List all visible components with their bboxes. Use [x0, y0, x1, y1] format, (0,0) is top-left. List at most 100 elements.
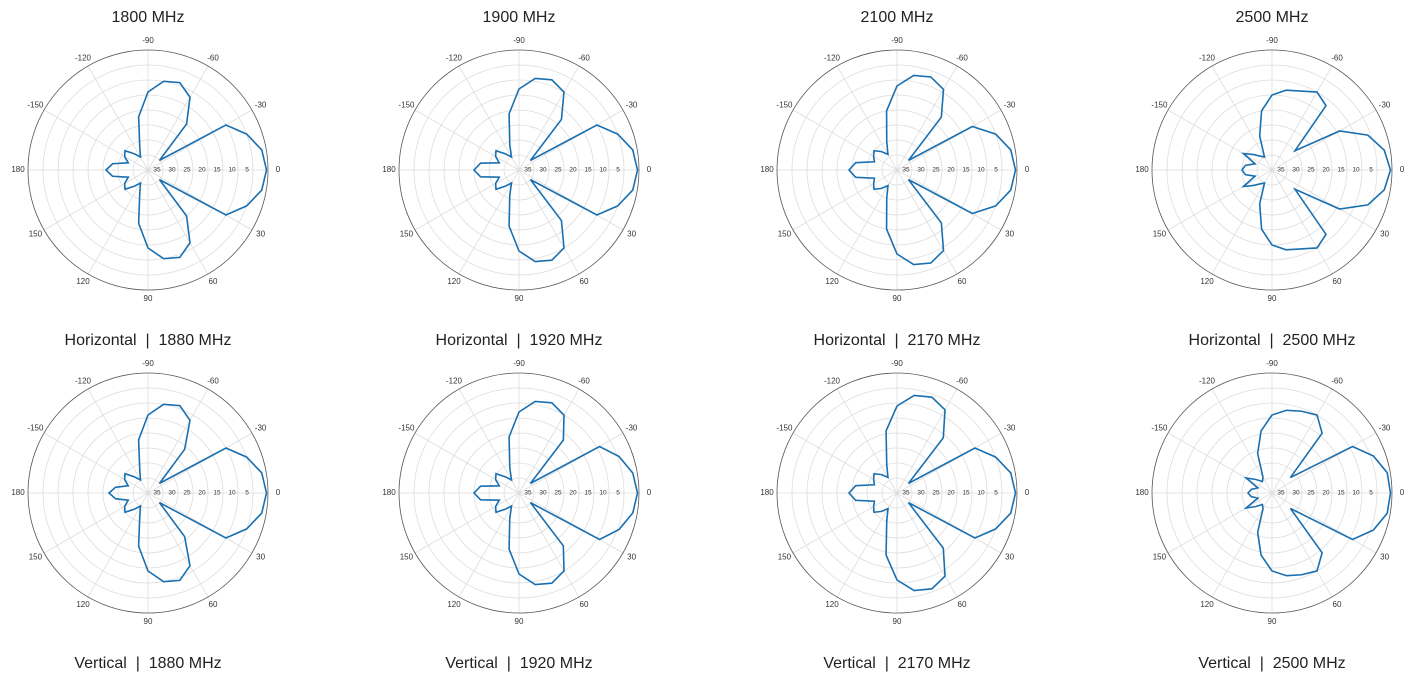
theta-tick-label: -60	[956, 53, 968, 62]
ring	[806, 79, 988, 261]
theta-tick-label: 30	[1005, 230, 1014, 239]
r-tick-label: 20	[198, 490, 206, 497]
theta-tick-label: 150	[1153, 230, 1167, 239]
ring	[117, 139, 179, 201]
r-tick-label: 15	[962, 490, 970, 497]
theta-tick-label: 120	[76, 277, 90, 286]
theta-tick-label: 0	[276, 488, 281, 497]
outer-ring	[1151, 49, 1393, 291]
chart-caption: Vertical | 1920 MHz	[445, 655, 592, 672]
column-header: 2500 MHz	[1236, 9, 1309, 26]
ring	[413, 64, 625, 276]
ring	[881, 477, 913, 509]
ring	[1166, 64, 1378, 276]
theta-tick-label: -60	[956, 376, 968, 385]
ring	[806, 402, 988, 584]
ring	[1211, 432, 1333, 554]
r-tick-label: 35	[902, 167, 910, 174]
theta-tick-label: 30	[1380, 230, 1389, 239]
ring	[1226, 124, 1318, 216]
r-tick-label: 20	[198, 167, 206, 174]
theta-tick-label: 120	[76, 600, 90, 609]
r-tick-label: 30	[917, 490, 925, 497]
outer-ring	[776, 49, 1018, 291]
theta-tick-label: 0	[1025, 488, 1030, 497]
theta-tick-label: -90	[513, 359, 525, 368]
theta-tick-label: 0	[1400, 488, 1405, 497]
theta-tick-label: -150	[776, 424, 793, 433]
r-tick-label: 10	[1352, 167, 1360, 174]
ring	[72, 94, 224, 246]
theta-tick-label: -150	[398, 424, 415, 433]
theta-tick-label: 120	[447, 600, 461, 609]
pattern-line	[104, 80, 268, 260]
theta-tick-label: -90	[142, 359, 154, 368]
r-tick-label: 5	[1369, 167, 1373, 174]
ring	[1256, 154, 1288, 186]
r-tick-label: 20	[1322, 490, 1330, 497]
r-tick-label: 35	[153, 490, 161, 497]
ring	[413, 387, 625, 599]
theta-tick-label: 150	[778, 553, 792, 562]
chart-caption: Horizontal | 2500 MHz	[1189, 332, 1356, 349]
theta-tick-label: 180	[760, 165, 774, 174]
ring	[791, 64, 1003, 276]
theta-tick-label: 180	[1135, 165, 1149, 174]
polar-chart: -150 -120 -90 -60 -30 0 30 60 90 120 150 180 35 30 25 2…	[760, 359, 1029, 626]
theta-tick-label: -120	[824, 53, 841, 62]
ring	[132, 477, 164, 509]
theta-tick-label: 60	[580, 600, 589, 609]
r-tick-label: 35	[1277, 167, 1285, 174]
theta-tick-label: 150	[778, 230, 792, 239]
ring	[72, 417, 224, 569]
column-header: 1800 MHz	[112, 9, 185, 26]
theta-tick-label: -90	[142, 36, 154, 45]
r-tick-label: 25	[554, 490, 562, 497]
theta-tick-label: 30	[627, 553, 636, 562]
theta-tick-label: 30	[1380, 553, 1389, 562]
pattern-line	[1243, 409, 1392, 577]
r-tick-label: 20	[947, 490, 955, 497]
theta-tick-label: -30	[1379, 424, 1391, 433]
r-tick-label: 35	[153, 167, 161, 174]
theta-tick-label: 0	[647, 165, 652, 174]
r-tick-label: 20	[1322, 167, 1330, 174]
ring	[503, 154, 535, 186]
outer-ring	[1151, 372, 1393, 614]
ring	[851, 447, 943, 539]
r-tick-label: 10	[977, 167, 985, 174]
theta-tick-label: 30	[256, 553, 265, 562]
theta-tick-label: 60	[1333, 600, 1342, 609]
r-tick-label: 20	[947, 167, 955, 174]
theta-tick-label: 120	[825, 600, 839, 609]
theta-tick-label: -30	[255, 424, 267, 433]
theta-tick-label: -60	[578, 376, 590, 385]
r-tick-label: 15	[962, 167, 970, 174]
pattern-line	[847, 394, 1017, 592]
ring	[428, 79, 610, 261]
pattern-line	[472, 400, 639, 586]
r-tick-label: 10	[228, 490, 236, 497]
ring	[443, 417, 595, 569]
r-tick-label: 35	[902, 490, 910, 497]
r-tick-label: 15	[213, 167, 221, 174]
theta-tick-label: 180	[11, 165, 25, 174]
theta-tick-label: -150	[1151, 101, 1168, 110]
theta-tick-label: 180	[760, 488, 774, 497]
r-tick-label: 30	[1292, 490, 1300, 497]
ring	[1181, 79, 1363, 261]
ring	[42, 387, 254, 599]
ring	[821, 417, 973, 569]
chart-caption: Horizontal | 2170 MHz	[814, 332, 981, 349]
theta-tick-label: 60	[580, 277, 589, 286]
theta-tick-label: -30	[1379, 101, 1391, 110]
theta-tick-label: 180	[382, 488, 396, 497]
theta-tick-label: 180	[11, 488, 25, 497]
theta-tick-label: 0	[1025, 165, 1030, 174]
r-tick-label: 25	[932, 490, 940, 497]
ring	[458, 432, 580, 554]
r-tick-label: 35	[524, 490, 532, 497]
ring	[503, 477, 535, 509]
